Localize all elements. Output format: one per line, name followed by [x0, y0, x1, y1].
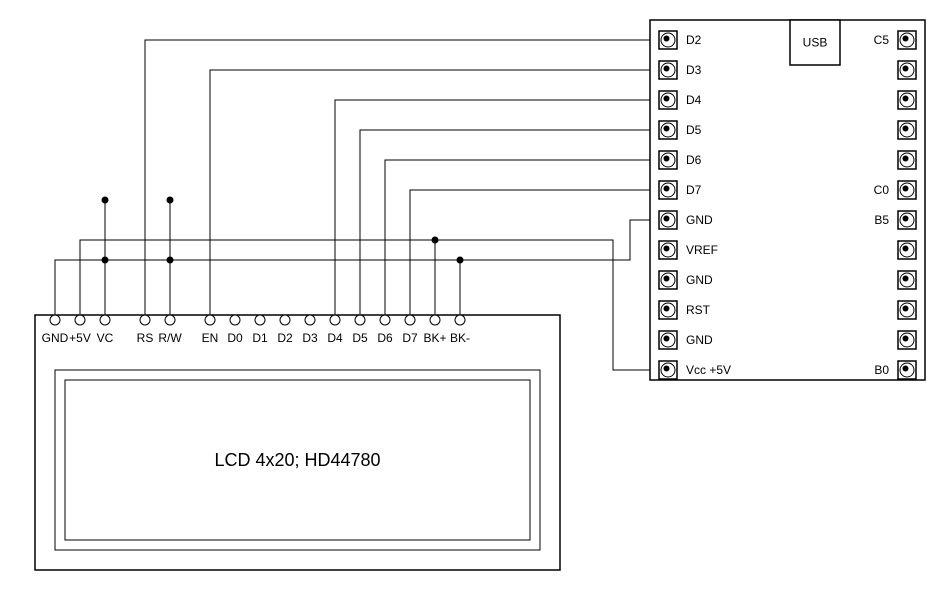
mcu-pin-label: D6: [686, 153, 702, 167]
wire-gnd-line: [55, 220, 650, 315]
junctions: [102, 197, 464, 264]
wire-d5-d5: [360, 130, 650, 315]
lcd-pin-label: EN: [202, 331, 219, 345]
mcu-pin-VREF: VREF: [659, 241, 718, 259]
mcu-pin-label: D7: [686, 183, 702, 197]
lcd-pin-label: +5V: [69, 331, 91, 345]
lcd-pin-label: GND: [42, 331, 69, 345]
lcd-pin-D1: [255, 315, 265, 325]
lcd-pin-label: D2: [277, 331, 293, 345]
mcu-pin-label: GND: [686, 333, 713, 347]
lcd-pin-BK+: [430, 315, 440, 325]
lcd-pin-label: RS: [137, 331, 154, 345]
schematic-diagram: USB D2D3D4D5D6D7GNDVREFGNDRSTGNDVcc +5V …: [0, 0, 934, 592]
wire-d7-d7: [410, 190, 650, 315]
mcu-pin-label: B5: [874, 213, 889, 227]
lcd-pin-label: D4: [327, 331, 343, 345]
junction: [432, 237, 439, 244]
lcd-pin-label: D6: [377, 331, 393, 345]
lcd-pin-EN: [205, 315, 215, 325]
mcu-pin-GND: GND: [659, 211, 713, 229]
lcd-pin-label: D5: [352, 331, 368, 345]
mcu-pin-label: GND: [686, 213, 713, 227]
junction: [457, 257, 464, 264]
lcd-pin-D6: [380, 315, 390, 325]
lcd-pin-D4: [330, 315, 340, 325]
wire-rs-d2: [145, 40, 650, 315]
mcu-pin-label: RST: [686, 303, 711, 317]
mcu-pin-R1: [898, 61, 916, 79]
lcd-pin-RS: [140, 315, 150, 325]
lcd-pin-label: BK+: [423, 331, 446, 345]
mcu-pin-label: D5: [686, 123, 702, 137]
mcu-pin-label: D4: [686, 93, 702, 107]
mcu-pin-GND2: GND: [659, 271, 713, 289]
lcd-pin-label: VC: [97, 331, 114, 345]
junction: [102, 257, 109, 264]
usb-label: USB: [803, 36, 828, 50]
lcd-pin-label: D3: [302, 331, 318, 345]
mcu-pin-R3: [898, 121, 916, 139]
lcd-pin-D3: [305, 315, 315, 325]
lcd-pin-D5: [355, 315, 365, 325]
wire-d4-d4: [335, 100, 650, 315]
lcd-pin-+5V: [75, 315, 85, 325]
mcu-pin-label: Vcc +5V: [686, 363, 731, 377]
wire-d6-d6: [385, 160, 650, 315]
mcu-pin-VCC: Vcc +5V: [659, 361, 731, 379]
junction: [167, 257, 174, 264]
lcd-module: LCD 4x20; HD44780 GND+5V VC RS R/W EN D0 D1 D2 D…: [35, 315, 560, 570]
lcd-pin-label: BK-: [450, 331, 470, 345]
mcu-pin-GND3: GND: [659, 331, 713, 349]
lcd-pin-R/W: [165, 315, 175, 325]
lcd-pin-GND: [50, 315, 60, 325]
wire-en-d3: [210, 70, 650, 315]
mcu-pin-R8: [898, 271, 916, 289]
mcu-pin-R7: [898, 241, 916, 259]
mcu-pin-label: D3: [686, 63, 702, 77]
mcu-pin-R9: [898, 301, 916, 319]
mcu-pin-label: C0: [874, 183, 890, 197]
mcu-pin-R2: [898, 91, 916, 109]
junction: [102, 197, 109, 204]
lcd-pin-BK-: [455, 315, 465, 325]
mcu-pin-label: VREF: [686, 243, 718, 257]
mcu-board: USB D2D3D4D5D6D7GNDVREFGNDRSTGNDVcc +5V …: [650, 20, 925, 380]
lcd-pin-label: R/W: [158, 331, 182, 345]
mcu-pin-label: C5: [874, 33, 890, 47]
mcu-pin-label: D2: [686, 33, 702, 47]
lcd-pin-VC: [100, 315, 110, 325]
lcd-pin-D7: [405, 315, 415, 325]
lcd-pin-label: D0: [227, 331, 243, 345]
lcd-pin-label: D7: [402, 331, 418, 345]
mcu-pin-label: B0: [874, 363, 889, 377]
lcd-pin-label: D1: [252, 331, 268, 345]
lcd-pin-D0: [230, 315, 240, 325]
mcu-pin-R4: [898, 151, 916, 169]
lcd-label: LCD 4x20; HD44780: [214, 450, 380, 470]
junction: [167, 197, 174, 204]
mcu-pin-R10: [898, 331, 916, 349]
lcd-pin-D2: [280, 315, 290, 325]
mcu-pin-label: GND: [686, 273, 713, 287]
